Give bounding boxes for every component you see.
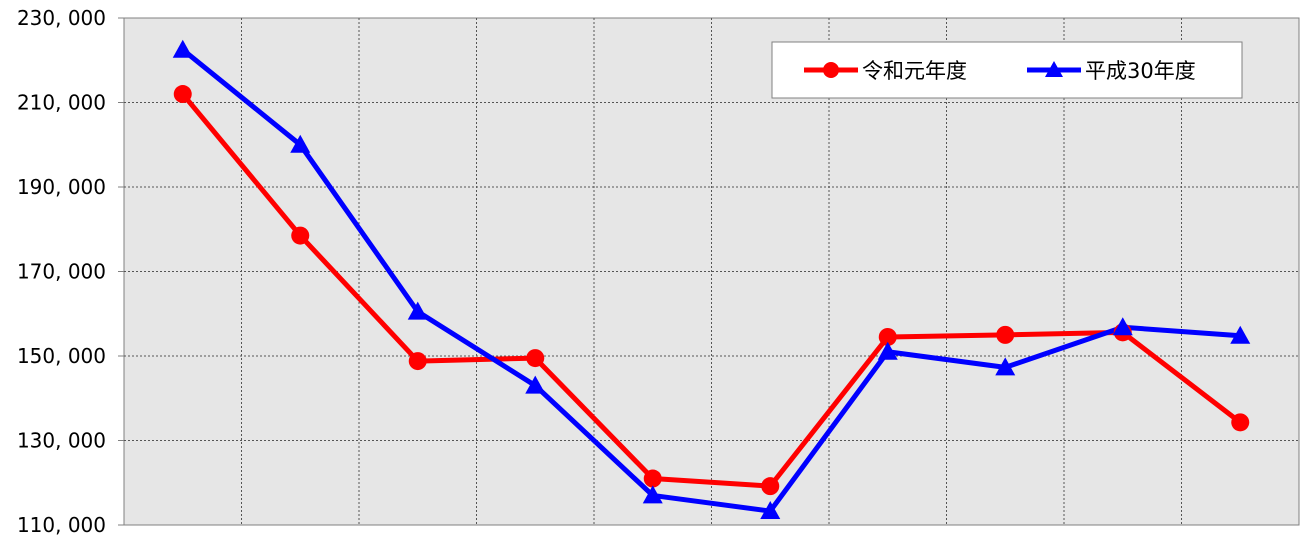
legend-marker-series-1 — [823, 62, 839, 78]
series-1-point — [409, 352, 427, 370]
y-axis-tick-labels: 230, 000 210, 000 190, 000 170, 000 150, 000… — [17, 6, 106, 537]
y-axis-tick-label: 190, 000 — [17, 175, 106, 199]
series-1-point — [644, 470, 662, 488]
y-axis-tick-label: 210, 000 — [17, 91, 106, 115]
series-1-point — [526, 349, 544, 367]
series-1-point — [174, 85, 192, 103]
y-axis-tick-label: 230, 000 — [17, 6, 106, 30]
series-1-point — [1231, 413, 1249, 431]
y-axis-tick-label: 130, 000 — [17, 429, 106, 453]
y-axis-tick-label: 170, 000 — [17, 260, 106, 284]
series-1-point — [291, 227, 309, 245]
legend: 令和元年度 平成30年度 — [772, 42, 1242, 98]
series-1-point — [996, 326, 1014, 344]
legend-label-series-2: 平成30年度 — [1085, 59, 1196, 83]
legend-label-series-1: 令和元年度 — [862, 59, 967, 83]
y-axis-tick-label: 110, 000 — [17, 513, 106, 537]
series-1-point — [761, 477, 779, 495]
y-axis-tick-label: 150, 000 — [17, 344, 106, 368]
